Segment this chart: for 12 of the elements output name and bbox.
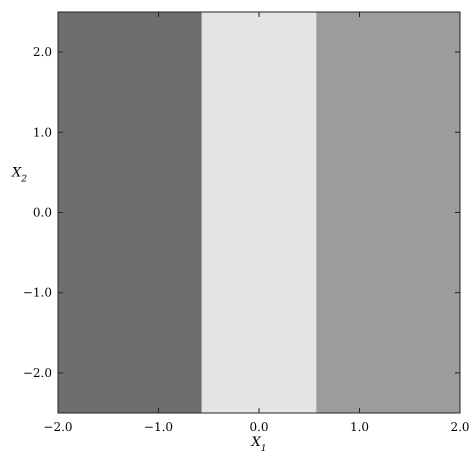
y-tick-label: 1.0 (32, 125, 52, 140)
y-tick-label: 0.0 (32, 206, 52, 220)
y-axis-title: X$_{2}$ (11, 165, 28, 184)
y-tick-label: −1.0 (22, 286, 52, 300)
x-tick-label: −1.0 (144, 420, 174, 434)
x-tick-label: 1.0 (350, 420, 370, 434)
x-tick-label: 2.0 (450, 420, 470, 434)
y-tick-label: −2.0 (22, 366, 52, 380)
x-tick-label: 0.0 (249, 420, 269, 434)
x-axis-title: X$_{1}$ (250, 435, 267, 454)
x-tick-label: −2.0 (43, 420, 73, 434)
y-tick-label: 2.0 (32, 45, 52, 60)
